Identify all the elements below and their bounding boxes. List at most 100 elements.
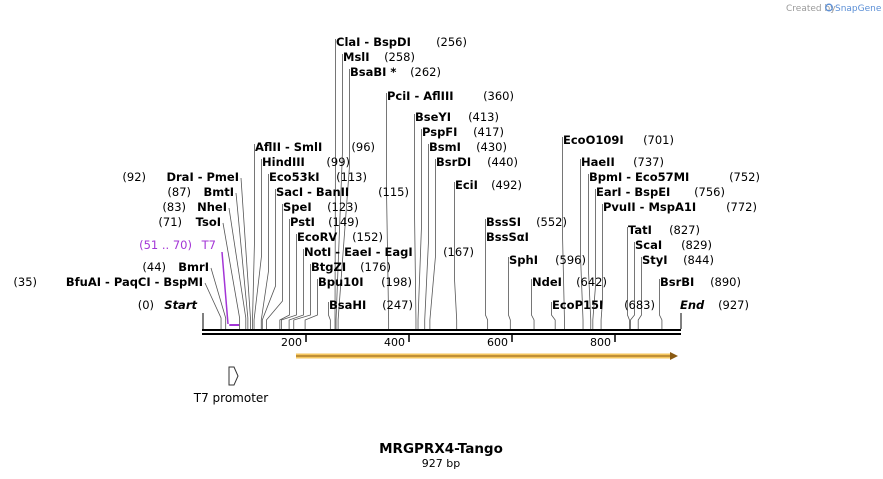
enzyme-name[interactable]: BseYI	[415, 110, 451, 124]
enzyme-name[interactable]: BsrDI	[436, 155, 471, 169]
site-leader-line	[288, 249, 304, 329]
enzyme-name[interactable]: HindIII	[262, 155, 305, 169]
ruler: 200 400 600 800	[281, 335, 616, 349]
site-leader-line	[414, 114, 417, 329]
enzyme-name[interactable]: BfuAI - PaqCI - BspMI	[66, 275, 203, 289]
site-position: (829)	[681, 238, 712, 252]
enzyme-name[interactable]: PciI - AflIII	[387, 89, 454, 103]
enzyme-name[interactable]: DraI - PmeI	[166, 170, 239, 184]
enzyme-name[interactable]: MslI	[343, 50, 370, 64]
site-position: (99)	[326, 155, 350, 169]
site-position: (92)	[122, 170, 146, 184]
enzyme-name[interactable]: ClaI - BspDI	[336, 35, 411, 49]
site-position: (149)	[328, 215, 359, 229]
site-position: (152)	[352, 230, 383, 244]
t7-promoter-feature[interactable]: T7 promoter	[193, 366, 269, 405]
site-leader-line	[508, 257, 511, 329]
site-leader-line	[261, 189, 276, 329]
sequence-end-label[interactable]: Start	[164, 298, 197, 312]
site-leader-line	[386, 93, 390, 329]
enzyme-name[interactable]: EcoRV	[297, 230, 337, 244]
enzyme-name[interactable]: PspFI	[422, 125, 457, 139]
site-position: (198)	[381, 275, 412, 289]
site-position: (552)	[536, 215, 567, 229]
enzyme-name[interactable]: BsaBI *	[350, 65, 396, 79]
enzyme-name[interactable]: Eco53kI	[269, 170, 320, 184]
site-position: (115)	[378, 185, 409, 199]
enzyme-name[interactable]: NotI - EaeI - EagI	[304, 245, 413, 259]
primer-label[interactable]: T7	[201, 238, 216, 252]
enzyme-name[interactable]: PstI	[290, 215, 315, 229]
site-leader-line	[293, 264, 311, 329]
site-leader-line	[417, 129, 422, 329]
enzyme-name[interactable]: BsmI	[429, 140, 461, 154]
enzyme-name[interactable]: BpmI - Eco57MI	[589, 170, 689, 184]
site-leader-line	[253, 159, 262, 329]
site-position: (596)	[555, 253, 586, 267]
credit-brand[interactable]: SnapGene	[835, 4, 882, 14]
site-position: (44)	[142, 260, 166, 274]
orf-feature[interactable]	[296, 352, 678, 360]
site-leader-line	[260, 174, 269, 329]
site-leader-line	[429, 159, 436, 329]
site-leader-line	[337, 69, 350, 329]
promoter-arrow-icon	[228, 366, 239, 386]
site-position: (35)	[13, 275, 37, 289]
t7-promoter-label: T7 promoter	[193, 391, 269, 405]
enzyme-name[interactable]: ScaI	[635, 238, 662, 252]
site-leader-line	[562, 137, 565, 329]
enzyme-name[interactable]: EciI	[455, 178, 478, 192]
enzyme-name[interactable]: Bpu10I	[318, 275, 363, 289]
enzyme-name[interactable]: BssSαI	[486, 230, 529, 244]
enzyme-name[interactable]: NheI	[197, 200, 227, 214]
enzyme-name[interactable]: BssSI	[486, 215, 521, 229]
ruler-tick-label: 800	[590, 336, 611, 349]
site-position: (123)	[327, 200, 358, 214]
site-leader-line	[531, 279, 535, 329]
ruler-tick-label: 600	[487, 336, 508, 349]
enzyme-name[interactable]: PvuII - MspA1I	[603, 200, 696, 214]
site-position: (642)	[576, 275, 607, 289]
site-position: (827)	[669, 223, 700, 237]
site-leader-line	[630, 242, 635, 329]
site-position: (71)	[158, 215, 182, 229]
enzyme-name[interactable]: BmtI	[203, 185, 234, 199]
site-position: (417)	[473, 125, 504, 139]
sequence-end-label[interactable]: End	[680, 298, 705, 312]
enzyme-name[interactable]: EarI - BspEI	[596, 185, 670, 199]
site-leader-line	[600, 204, 603, 329]
enzyme-name[interactable]: SacI - BanII	[276, 185, 349, 199]
enzyme-name[interactable]: NdeI	[532, 275, 562, 289]
enzyme-name[interactable]: TatI	[628, 223, 652, 237]
site-leader-line	[328, 302, 331, 329]
enzyme-name[interactable]: BtgZI	[311, 260, 346, 274]
site-position: (96)	[351, 140, 375, 154]
site-position: (737)	[633, 155, 664, 169]
site-leader-line	[266, 204, 283, 329]
site-position: (360)	[483, 89, 514, 103]
enzyme-name[interactable]: SphI	[509, 253, 538, 267]
site-leader-line	[551, 302, 556, 329]
enzyme-name[interactable]: StyI	[642, 253, 668, 267]
enzyme-name[interactable]: TsoI	[196, 215, 221, 229]
site-leader-line	[485, 219, 489, 329]
site-position: (430)	[476, 140, 507, 154]
enzyme-name[interactable]: EcoO109I	[563, 133, 624, 147]
enzyme-name[interactable]: SpeI	[283, 200, 312, 214]
site-position: (258)	[384, 50, 415, 64]
enzyme-name[interactable]: BsrBI	[660, 275, 694, 289]
site-position: (113)	[336, 170, 367, 184]
site-leader-line	[280, 234, 297, 329]
enzyme-name[interactable]: BsaHI	[329, 298, 366, 312]
site-leader-line	[252, 144, 255, 329]
site-leader-line	[659, 279, 663, 329]
site-leader-line	[304, 279, 318, 329]
site-leader-line	[222, 222, 241, 329]
enzyme-name[interactable]: HaeII	[581, 155, 615, 169]
enzyme-name[interactable]: EcoP15I	[552, 298, 603, 312]
credit-text: Created by	[786, 4, 836, 14]
enzyme-name[interactable]: BmrI	[178, 260, 209, 274]
site-leader-line	[424, 144, 429, 329]
enzyme-name[interactable]: AflII - SmlI	[255, 140, 322, 154]
